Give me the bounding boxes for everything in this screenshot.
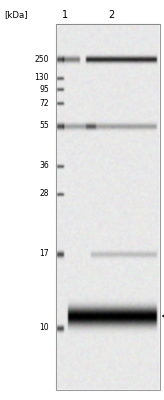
Text: 2: 2 [108,10,114,20]
Text: 1: 1 [62,10,68,20]
Text: 28: 28 [40,190,49,198]
Text: 130: 130 [34,74,49,82]
Polygon shape [162,309,164,323]
Text: 95: 95 [39,84,49,94]
Bar [56,24,160,390]
Text: 72: 72 [39,98,49,108]
Text: 17: 17 [39,250,49,258]
Text: 36: 36 [39,162,49,170]
Text: 250: 250 [34,54,49,64]
Text: [kDa]: [kDa] [4,10,28,20]
Text: 10: 10 [39,324,49,332]
Text: 55: 55 [39,122,49,130]
